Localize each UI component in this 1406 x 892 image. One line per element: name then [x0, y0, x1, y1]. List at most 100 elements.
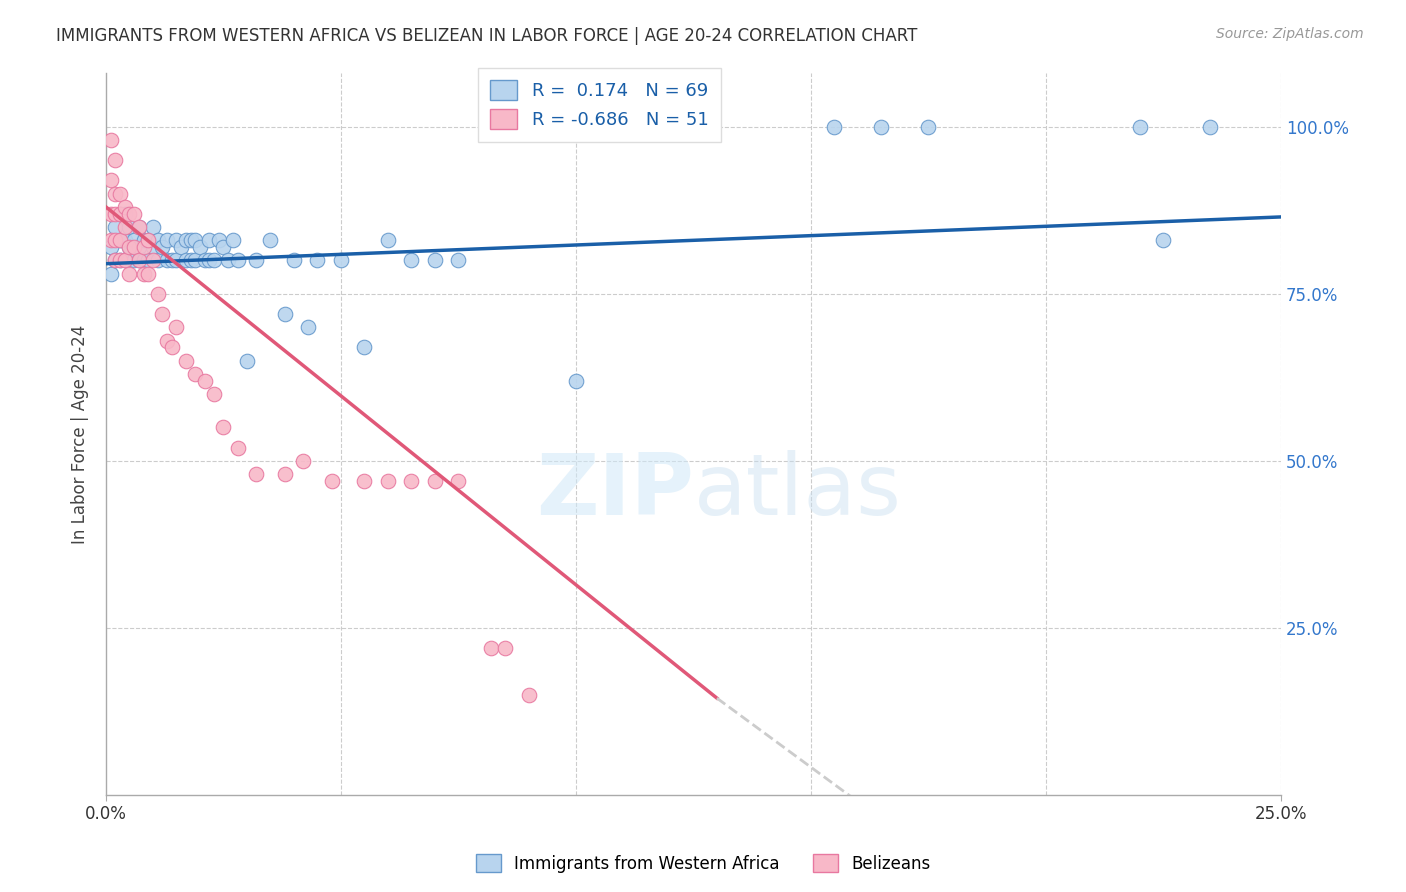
Point — [184, 367, 207, 381]
Point — [136, 267, 159, 281]
Point — [142, 219, 165, 234]
Point — [104, 153, 127, 168]
Point — [104, 219, 127, 234]
Point — [423, 474, 446, 488]
Point — [128, 240, 150, 254]
Point — [104, 233, 127, 247]
Point — [184, 253, 207, 268]
Point — [1129, 120, 1152, 134]
Point — [150, 240, 173, 254]
Point — [128, 219, 150, 234]
Point — [165, 320, 187, 334]
Point — [100, 267, 122, 281]
Point — [132, 253, 155, 268]
Point — [377, 474, 399, 488]
Point — [156, 334, 179, 348]
Point — [202, 253, 225, 268]
Point — [146, 253, 169, 268]
Point — [128, 253, 150, 268]
Point — [447, 253, 470, 268]
Point — [273, 307, 295, 321]
Legend: Immigrants from Western Africa, Belizeans: Immigrants from Western Africa, Belizean… — [470, 847, 936, 880]
Point — [108, 253, 131, 268]
Point — [104, 206, 127, 220]
Point — [108, 233, 131, 247]
Point — [165, 253, 187, 268]
Point — [156, 233, 179, 247]
Point — [353, 474, 375, 488]
Point — [226, 441, 249, 455]
Point — [198, 253, 221, 268]
Text: Source: ZipAtlas.com: Source: ZipAtlas.com — [1216, 27, 1364, 41]
Point — [118, 206, 141, 220]
Point — [212, 240, 235, 254]
Point — [517, 688, 540, 702]
Point — [245, 467, 267, 482]
Point — [217, 253, 239, 268]
Point — [160, 253, 183, 268]
Point — [132, 267, 155, 281]
Point — [307, 253, 329, 268]
Point — [132, 240, 155, 254]
Point — [198, 233, 221, 247]
Point — [128, 219, 150, 234]
Point — [100, 173, 122, 187]
Point — [114, 233, 136, 247]
Point — [114, 253, 136, 268]
Point — [136, 233, 159, 247]
Point — [146, 233, 169, 247]
Point — [212, 420, 235, 434]
Text: ZIP: ZIP — [536, 450, 693, 533]
Point — [179, 253, 201, 268]
Point — [100, 133, 122, 147]
Point — [174, 233, 197, 247]
Point — [188, 240, 211, 254]
Point — [823, 120, 845, 134]
Point — [292, 454, 315, 468]
Point — [100, 233, 122, 247]
Point — [259, 233, 281, 247]
Point — [142, 240, 165, 254]
Point — [122, 233, 145, 247]
Point — [917, 120, 939, 134]
Point — [565, 374, 588, 388]
Point — [108, 206, 131, 220]
Point — [108, 206, 131, 220]
Point — [321, 474, 343, 488]
Point — [136, 253, 159, 268]
Point — [118, 219, 141, 234]
Point — [184, 233, 207, 247]
Point — [118, 240, 141, 254]
Text: IMMIGRANTS FROM WESTERN AFRICA VS BELIZEAN IN LABOR FORCE | AGE 20-24 CORRELATIO: IMMIGRANTS FROM WESTERN AFRICA VS BELIZE… — [56, 27, 918, 45]
Point — [142, 253, 165, 268]
Point — [104, 186, 127, 201]
Point — [226, 253, 249, 268]
Point — [245, 253, 267, 268]
Point — [118, 240, 141, 254]
Point — [128, 253, 150, 268]
Point — [423, 253, 446, 268]
Point — [108, 253, 131, 268]
Legend: R =  0.174   N = 69, R = -0.686   N = 51: R = 0.174 N = 69, R = -0.686 N = 51 — [478, 68, 721, 142]
Point — [479, 640, 502, 655]
Point — [1199, 120, 1222, 134]
Point — [108, 186, 131, 201]
Point — [329, 253, 352, 268]
Point — [222, 233, 245, 247]
Point — [122, 206, 145, 220]
Point — [447, 474, 470, 488]
Point — [165, 233, 187, 247]
Point — [202, 387, 225, 401]
Y-axis label: In Labor Force | Age 20-24: In Labor Force | Age 20-24 — [72, 325, 89, 544]
Point — [208, 233, 231, 247]
Point — [170, 240, 193, 254]
Point — [114, 200, 136, 214]
Point — [401, 474, 423, 488]
Point — [273, 467, 295, 482]
Point — [118, 267, 141, 281]
Point — [100, 240, 122, 254]
Point — [297, 320, 319, 334]
Point — [118, 253, 141, 268]
Point — [100, 206, 122, 220]
Point — [401, 253, 423, 268]
